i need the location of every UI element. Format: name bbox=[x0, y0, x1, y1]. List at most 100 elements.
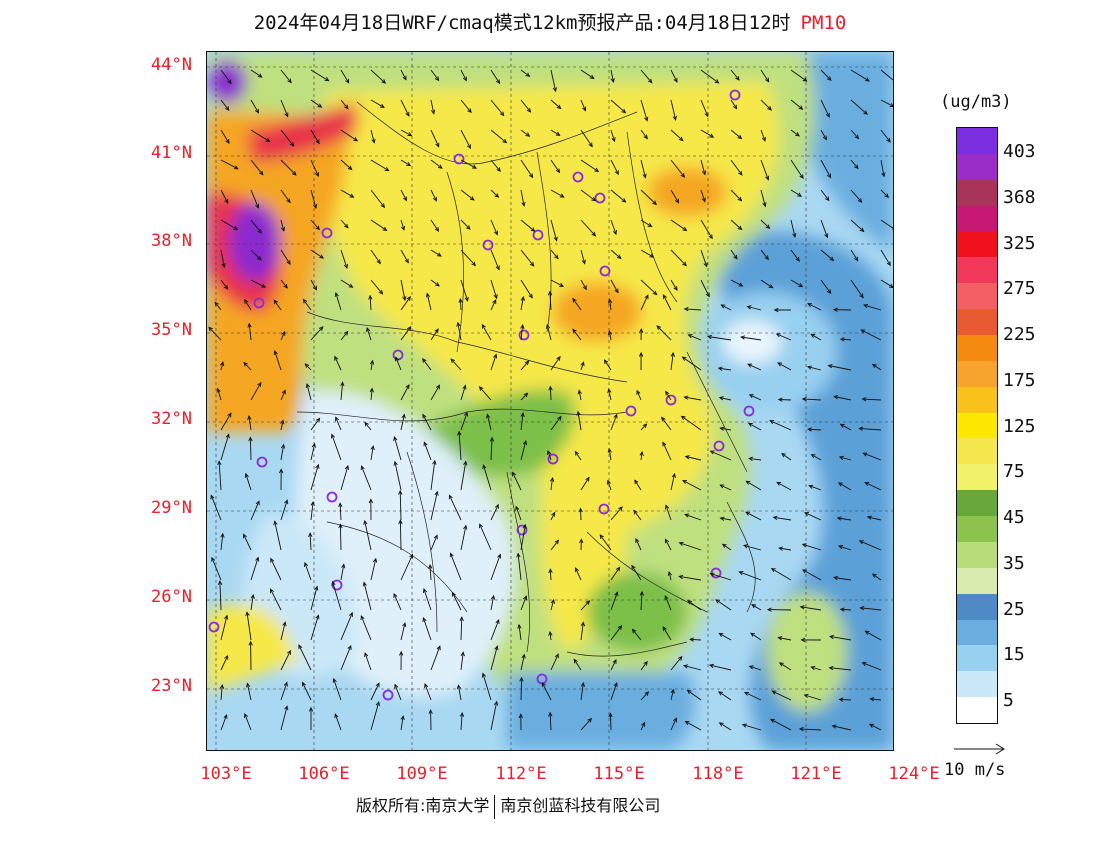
wind-vector bbox=[517, 553, 522, 581]
wind-vector-head bbox=[211, 556, 216, 562]
wind-vector bbox=[867, 516, 882, 521]
wind-vector-head bbox=[861, 661, 867, 667]
wind-reference-arrow bbox=[954, 743, 1005, 755]
wind-vector bbox=[335, 417, 342, 431]
wind-vector-head bbox=[369, 387, 374, 393]
wind-vector-head bbox=[828, 665, 834, 671]
wind-vector-head bbox=[469, 196, 475, 201]
wind-vector-head bbox=[223, 714, 228, 719]
wind-vector-head bbox=[472, 164, 478, 169]
wind-vector bbox=[799, 728, 822, 731]
wind-vector bbox=[460, 189, 475, 201]
wind-vector bbox=[790, 69, 807, 82]
wind-vector-head bbox=[270, 588, 274, 594]
wind-vector-head bbox=[611, 137, 616, 143]
wind-vector-head bbox=[792, 232, 797, 239]
colorbar-segment bbox=[957, 490, 997, 517]
wind-vector bbox=[481, 324, 492, 341]
wind-vector bbox=[515, 506, 522, 521]
wind-vector-head bbox=[644, 691, 650, 696]
wind-vector-head bbox=[554, 254, 559, 260]
wind-vector bbox=[214, 302, 222, 311]
wind-vector bbox=[610, 159, 619, 175]
wind-vector-head bbox=[554, 653, 559, 659]
wind-vector bbox=[839, 456, 852, 461]
wind-vector-head bbox=[737, 134, 743, 140]
wind-vector bbox=[460, 712, 463, 731]
wind-vector bbox=[280, 279, 288, 289]
wind-vector-head bbox=[520, 412, 525, 418]
wind-vector bbox=[580, 718, 592, 731]
wind-vector-head bbox=[587, 717, 592, 723]
wind-vector bbox=[400, 99, 410, 117]
wind-vector-head bbox=[261, 283, 267, 288]
wind-vector-head bbox=[832, 307, 838, 312]
wind-vector bbox=[361, 465, 372, 491]
wind-vector bbox=[370, 446, 374, 461]
wind-vector bbox=[772, 690, 792, 701]
wind-vector bbox=[820, 129, 827, 140]
wind-vector-head bbox=[733, 254, 738, 260]
wind-vector-head bbox=[652, 200, 657, 206]
wind-vector bbox=[608, 389, 612, 401]
wind-vector bbox=[790, 189, 802, 197]
colorbar-segment bbox=[957, 231, 997, 258]
wind-vector bbox=[880, 99, 893, 107]
wind-vector bbox=[664, 595, 672, 611]
wind-vector bbox=[422, 358, 432, 371]
wind-vector bbox=[310, 443, 316, 461]
colorbar-level-label: 45 bbox=[1003, 507, 1025, 529]
wind-vector-head bbox=[582, 285, 587, 291]
wind-vector-head bbox=[521, 653, 526, 659]
wind-vector-head bbox=[557, 415, 562, 421]
wind-vector-head bbox=[799, 174, 804, 180]
wind-vector bbox=[220, 219, 238, 230]
wind-vector-head bbox=[428, 563, 433, 569]
wind-vector-head bbox=[435, 384, 441, 390]
wind-vector-head bbox=[889, 283, 893, 288]
wind-vector bbox=[850, 159, 859, 169]
wind-vector bbox=[745, 511, 762, 521]
lat-label-41: 41°N bbox=[151, 143, 192, 163]
lat-label-35: 35°N bbox=[151, 320, 192, 340]
wind-vector bbox=[280, 706, 288, 731]
wind-vector bbox=[665, 505, 672, 521]
wind-vector bbox=[490, 504, 499, 521]
wind-vector bbox=[490, 354, 497, 371]
wind-vector bbox=[719, 397, 732, 401]
wind-vector-head bbox=[665, 390, 670, 396]
wind-vector-head bbox=[765, 224, 771, 230]
wind-vector bbox=[490, 219, 498, 235]
wind-vector bbox=[811, 454, 822, 461]
wind-vector bbox=[520, 360, 529, 371]
wind-vector-head bbox=[257, 381, 262, 387]
wind-vector bbox=[490, 554, 501, 581]
colorbar-segment bbox=[957, 309, 997, 336]
wind-vector bbox=[250, 382, 262, 401]
wind-vector-head bbox=[283, 681, 288, 687]
wind-vector-head bbox=[462, 384, 467, 390]
copyright-left: 版权所有:南京大学 bbox=[356, 796, 490, 815]
wind-vector bbox=[688, 334, 702, 341]
wind-vector bbox=[670, 159, 685, 178]
wind-vector-head bbox=[548, 711, 553, 717]
wind-vector bbox=[640, 451, 643, 461]
wind-vector-head bbox=[312, 285, 317, 291]
wind-vector bbox=[333, 678, 342, 701]
wind-vector bbox=[550, 69, 557, 92]
wind-vector-head bbox=[553, 236, 558, 242]
wind-vector bbox=[832, 725, 852, 731]
wind-vector-head bbox=[708, 663, 714, 668]
wind-vector bbox=[661, 417, 672, 431]
wind-vector-head bbox=[631, 564, 636, 570]
wind-vector-head bbox=[502, 138, 508, 144]
wind-vector bbox=[430, 646, 441, 671]
wind-vector bbox=[684, 308, 702, 311]
wind-vector-head bbox=[495, 265, 500, 271]
wind-vector-head bbox=[858, 426, 864, 431]
wind-vector-head bbox=[682, 480, 688, 484]
wind-vector-head bbox=[670, 688, 675, 694]
wind-vector-head bbox=[525, 72, 531, 77]
wind-vector bbox=[790, 129, 800, 137]
wind-vector bbox=[820, 249, 834, 261]
